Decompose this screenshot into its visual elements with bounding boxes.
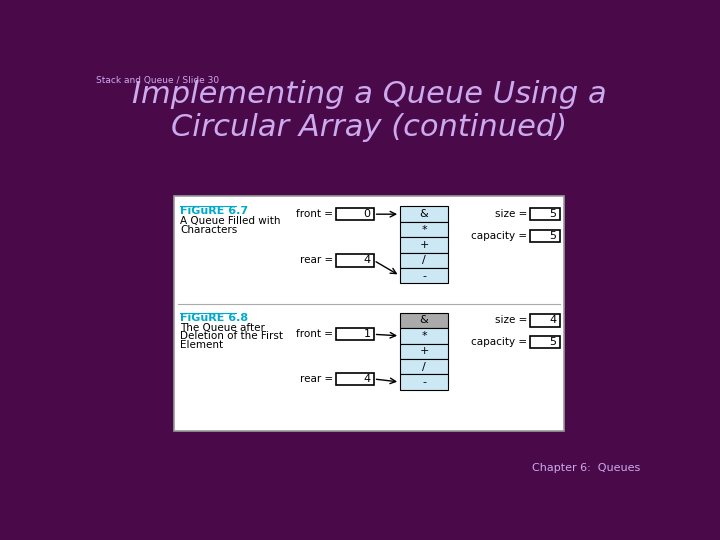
Text: A Queue Filled with: A Queue Filled with [180,217,280,226]
Text: rear =: rear = [300,255,333,265]
Text: /: / [422,362,426,372]
Text: 5: 5 [549,231,557,241]
FancyBboxPatch shape [400,328,448,343]
Text: front =: front = [297,329,333,339]
Text: 4: 4 [364,255,371,265]
FancyBboxPatch shape [174,195,564,430]
FancyBboxPatch shape [336,328,374,340]
Text: 1: 1 [364,329,371,339]
Text: rear =: rear = [300,374,333,384]
Text: size =: size = [495,315,527,326]
Text: Element: Element [180,340,223,350]
Text: The Queue after: The Queue after [180,323,265,333]
FancyBboxPatch shape [400,206,448,222]
FancyBboxPatch shape [336,373,374,385]
FancyBboxPatch shape [400,313,448,328]
FancyBboxPatch shape [400,359,448,374]
FancyBboxPatch shape [400,343,448,359]
Text: /: / [422,255,426,265]
Text: Characters: Characters [180,225,237,235]
Text: +: + [419,240,428,250]
Text: Implementing a Queue Using a: Implementing a Queue Using a [132,80,606,109]
Text: &: & [420,209,428,219]
FancyBboxPatch shape [336,208,374,220]
Text: &: & [420,315,428,326]
FancyBboxPatch shape [530,230,559,242]
FancyBboxPatch shape [530,336,559,348]
Text: front =: front = [297,209,333,219]
Text: 5: 5 [549,209,557,219]
Text: FiGuRE 6.7: FiGuRE 6.7 [180,206,248,217]
FancyBboxPatch shape [336,254,374,267]
Text: *: * [421,331,427,341]
FancyBboxPatch shape [400,268,448,284]
Text: 0: 0 [364,209,371,219]
Text: -: - [422,377,426,387]
Text: -: - [422,271,426,281]
FancyBboxPatch shape [400,222,448,237]
Text: size =: size = [495,209,527,219]
FancyBboxPatch shape [400,253,448,268]
Text: 4: 4 [364,374,371,384]
Text: 5: 5 [549,337,557,347]
FancyBboxPatch shape [530,314,559,327]
Text: +: + [419,346,428,356]
Text: Circular Array (continued): Circular Array (continued) [171,112,567,141]
Text: capacity =: capacity = [471,231,527,241]
Text: Deletion of the First: Deletion of the First [180,331,283,341]
FancyBboxPatch shape [400,237,448,253]
Text: 4: 4 [549,315,557,326]
Text: *: * [421,225,427,234]
FancyBboxPatch shape [400,374,448,390]
Text: Chapter 6:  Queues: Chapter 6: Queues [532,463,640,473]
FancyBboxPatch shape [530,208,559,220]
Text: Stack and Queue / Slide 30: Stack and Queue / Slide 30 [96,76,220,85]
Text: capacity =: capacity = [471,337,527,347]
Text: FiGuRE 6.8: FiGuRE 6.8 [180,313,248,323]
